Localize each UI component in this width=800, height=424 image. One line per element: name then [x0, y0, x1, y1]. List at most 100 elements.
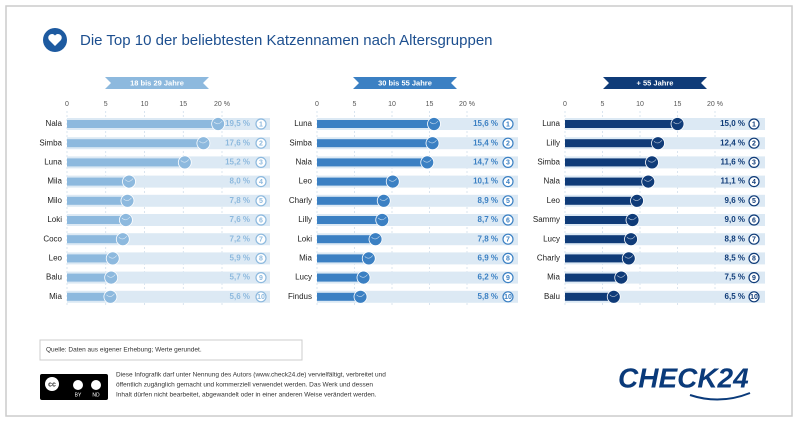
rank-label: 10: [257, 294, 265, 301]
bar: [317, 273, 364, 282]
yarn-thread: [106, 274, 116, 278]
category-label: Simba: [289, 138, 312, 147]
value-label: 9,6 %: [725, 196, 745, 205]
bar: [565, 196, 637, 205]
value-label: 9,0 %: [725, 215, 745, 224]
value-label: 14,7 %: [473, 158, 498, 167]
rank-badge: [748, 118, 760, 130]
value-label: 15,0 %: [720, 119, 745, 128]
x-tick-label: 0: [65, 101, 69, 108]
rank-badge: [748, 291, 760, 303]
bar: [317, 292, 361, 301]
yarn-thread: [673, 120, 682, 125]
rank-label: 2: [259, 141, 263, 148]
yarn-thread: [609, 293, 618, 297]
bar: [565, 216, 633, 224]
x-tick-label: 10: [388, 101, 396, 108]
yarn-thread: [653, 140, 663, 144]
value-label: 7,2 %: [230, 234, 250, 243]
bar: [67, 216, 126, 224]
bar: [565, 158, 652, 167]
rank-label: 3: [259, 160, 263, 167]
yarn-thread: [371, 236, 380, 240]
category-label: Coco: [43, 234, 62, 243]
value-label: 15,4 %: [473, 138, 498, 147]
bar: [67, 292, 111, 301]
yarn-thread: [108, 255, 117, 259]
rank-label: 4: [506, 179, 510, 186]
rank-label: 2: [752, 141, 756, 148]
rank-badge: [748, 195, 760, 207]
x-tick-label: 20 %: [214, 101, 230, 108]
category-label: Charly: [289, 196, 312, 205]
value-label: 6,9 %: [478, 254, 498, 263]
rank-label: 4: [259, 179, 263, 186]
category-label: Leo: [547, 196, 561, 205]
bar: [565, 273, 622, 282]
yarn-thread: [632, 197, 642, 201]
value-label: 8,9 %: [478, 196, 498, 205]
rank-label: 9: [506, 275, 510, 282]
bar: [565, 120, 678, 128]
rank-label: 6: [506, 217, 510, 224]
yarn-thread: [423, 159, 432, 163]
value-label: 5,6 %: [230, 292, 250, 301]
value-label: 6,2 %: [478, 273, 498, 282]
category-label: Balu: [46, 273, 62, 282]
bar: [67, 177, 129, 186]
yarn-thread: [356, 293, 365, 297]
panel-title: + 55 Jahre: [637, 78, 674, 87]
value-label: 7,5 %: [725, 273, 745, 282]
category-label: Mia: [299, 254, 312, 263]
rank-badge: [748, 233, 760, 245]
x-tick-label: 10: [141, 101, 149, 108]
rank-badge: [255, 291, 267, 303]
value-label: 15,2 %: [225, 158, 250, 167]
rank-label: 5: [506, 198, 510, 205]
x-tick-label: 15: [179, 101, 187, 108]
category-label: Findus: [288, 292, 312, 301]
yarn-thread: [388, 178, 397, 182]
category-label: Leo: [299, 177, 313, 186]
rank-label: 9: [259, 275, 263, 282]
rank-label: 1: [752, 121, 756, 128]
yarn-thread: [180, 159, 190, 163]
x-tick-label: 5: [601, 101, 605, 108]
rank-badge: [502, 214, 514, 226]
ribbon: [105, 77, 209, 89]
rank-badge: [748, 137, 760, 149]
ribbon: [603, 77, 707, 89]
bar: [317, 196, 384, 205]
category-label: Luna: [294, 119, 312, 128]
value-label: 12,4 %: [720, 138, 745, 147]
x-tick-label: 15: [426, 101, 434, 108]
rank-badge: [502, 118, 514, 130]
category-label: Nala: [46, 119, 63, 128]
category-label: Lucy: [543, 234, 560, 243]
yarn-thread: [624, 255, 633, 259]
rank-badge: [502, 233, 514, 245]
ribbon: [353, 77, 457, 89]
category-label: Nala: [296, 158, 313, 167]
yarn-thread: [626, 236, 636, 240]
category-label: Loki: [297, 234, 312, 243]
source: Quelle: Daten aus eigener Erhebung; Wert…: [46, 347, 202, 354]
rank-label: 2: [506, 141, 510, 148]
panel-title: 30 bis 55 Jahre: [378, 78, 432, 87]
value-label: 10,1 %: [473, 177, 498, 186]
x-tick-label: 5: [353, 101, 357, 108]
rank-badge: [502, 176, 514, 188]
bar: [317, 216, 383, 224]
x-tick-label: 10: [636, 101, 644, 108]
rank-label: 10: [750, 294, 758, 301]
category-label: Charly: [537, 254, 560, 263]
yarn-thread: [429, 120, 439, 125]
category-label: Nala: [544, 177, 561, 186]
category-label: Luna: [44, 158, 62, 167]
value-label: 11,6 %: [721, 158, 745, 167]
bar: [67, 158, 185, 167]
license-line: öffentlich zugänglich gemacht und kommer…: [116, 382, 373, 389]
category-label: Milo: [47, 196, 62, 205]
rank-label: 1: [259, 121, 263, 128]
value-label: 5,7 %: [230, 273, 250, 282]
